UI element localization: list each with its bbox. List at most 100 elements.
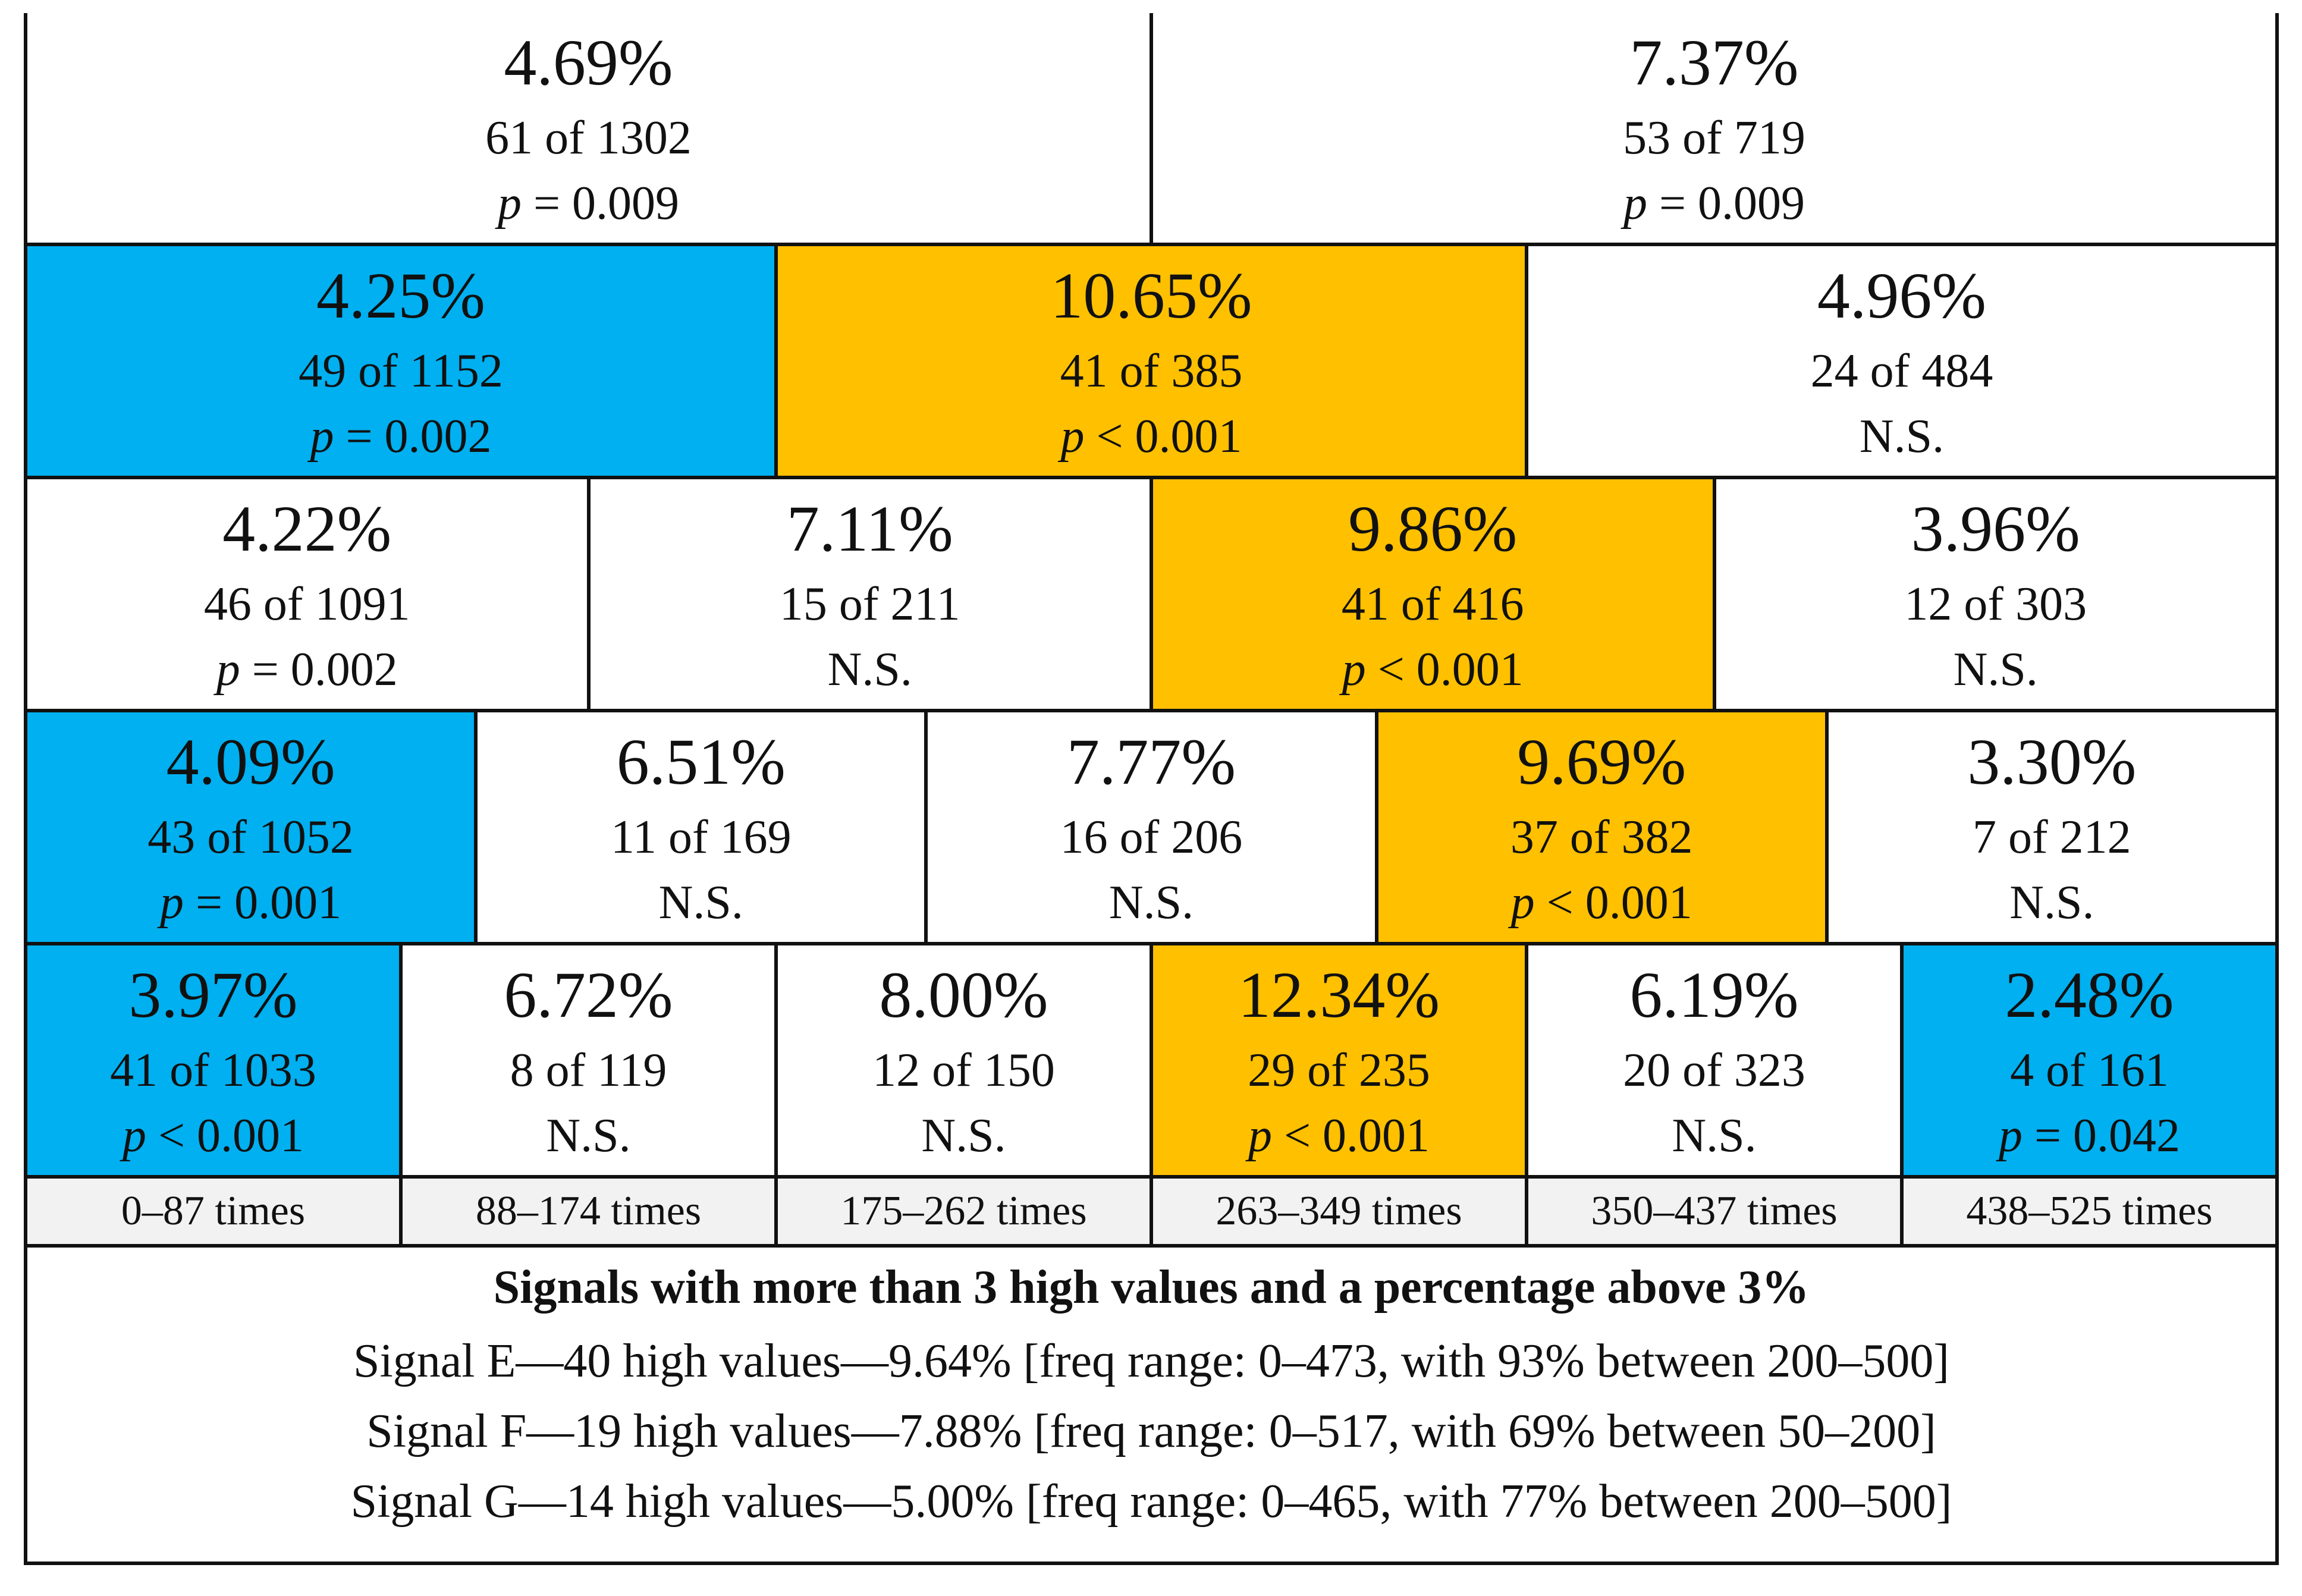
notes-title: Signals with more than 3 high values and…	[493, 1261, 1810, 1314]
cell-count: 43 of 1052	[147, 811, 354, 863]
cell-significance: p < 0.001	[123, 1112, 304, 1160]
cell-count: 12 of 150	[872, 1044, 1055, 1097]
cell-significance: p = 0.001	[160, 879, 341, 926]
grid-cell: 4.25% 49 of 1152 p = 0.002	[27, 246, 778, 476]
cell-count: 12 of 303	[1904, 578, 2087, 630]
cell-percentage: 7.11%	[786, 492, 953, 565]
cell-count: 53 of 719	[1623, 112, 1805, 164]
grid-row: 4.69% 61 of 1302 p = 0.009 7.37% 53 of 719 p …	[24, 13, 2279, 243]
note-line: Signal F—19 high values—7.88% [freq rang…	[366, 1405, 1936, 1457]
p-value: N.S.	[546, 1110, 631, 1162]
note-line: Signal E—40 high values—9.64% [freq rang…	[353, 1335, 1949, 1387]
p-value: < 0.001	[1365, 643, 1524, 696]
cell-percentage: 4.25%	[316, 259, 486, 332]
cell-percentage: 4.96%	[1817, 259, 1987, 332]
cell-percentage: 9.69%	[1517, 725, 1687, 798]
cell-significance: N.S.	[1109, 879, 1194, 926]
p-value: = 0.001	[184, 876, 342, 929]
grid-cell: 7.11% 15 of 211 N.S.	[590, 479, 1153, 709]
cell-significance: p = 0.042	[1999, 1112, 2180, 1160]
cell-percentage: 6.72%	[504, 959, 673, 1031]
grid-cell: 2.48% 4 of 161 p = 0.042	[1904, 945, 2279, 1175]
frequency-band-label: 350–437 times	[1528, 1179, 1904, 1244]
cell-percentage: 10.65%	[1050, 259, 1252, 332]
cell-significance: p = 0.009	[498, 180, 679, 227]
p-label: p	[1510, 876, 1535, 929]
cell-significance: p = 0.002	[310, 413, 491, 460]
cell-percentage: 7.77%	[1066, 725, 1236, 798]
frequency-band-label: 88–174 times	[403, 1179, 778, 1244]
grid-cell: 10.65% 41 of 385 p < 0.001	[778, 246, 1528, 476]
frequency-band-label: 0–87 times	[27, 1179, 403, 1244]
cell-percentage: 12.34%	[1238, 959, 1440, 1031]
p-value: < 0.001	[146, 1110, 304, 1162]
grid-cell: 6.19% 20 of 323 N.S.	[1528, 945, 1904, 1175]
cell-significance: p < 0.001	[1060, 413, 1242, 460]
cell-count: 61 of 1302	[485, 112, 692, 164]
p-label: p	[1623, 177, 1647, 230]
cell-significance: N.S.	[659, 879, 743, 926]
cell-significance: N.S.	[2009, 879, 2094, 926]
p-label: p	[1248, 1110, 1272, 1162]
cell-percentage: 3.97%	[128, 959, 298, 1031]
cell-count: 15 of 211	[779, 578, 960, 630]
grid-cell: 7.37% 53 of 719 p = 0.009	[1153, 13, 2279, 243]
cell-percentage: 7.37%	[1629, 26, 1799, 99]
cell-count: 37 of 382	[1510, 811, 1693, 863]
p-value: = 0.009	[521, 177, 680, 230]
p-label: p	[497, 177, 522, 230]
cell-percentage: 3.30%	[1967, 725, 2137, 798]
frequency-band-grid: 4.69% 61 of 1302 p = 0.009 7.37% 53 of 719 p …	[24, 13, 2279, 1565]
p-value: N.S.	[2009, 876, 2094, 929]
frequency-band-label: 263–349 times	[1153, 1179, 1528, 1244]
cell-count: 41 of 416	[1341, 578, 1524, 630]
cell-significance: N.S.	[546, 1112, 630, 1160]
grid-cell: 4.69% 61 of 1302 p = 0.009	[27, 13, 1153, 243]
p-label: p	[1060, 410, 1085, 463]
p-value: N.S.	[827, 643, 912, 696]
cell-percentage: 6.51%	[616, 725, 786, 798]
grid-row: 4.09% 43 of 1052 p = 0.001 6.51% 11 of 169 N.…	[24, 709, 2279, 942]
cell-significance: N.S.	[921, 1112, 1006, 1160]
p-value: N.S.	[1108, 876, 1194, 929]
cell-count: 7 of 212	[1973, 811, 2131, 863]
grid-cell: 6.51% 11 of 169 N.S.	[478, 712, 928, 942]
cell-percentage: 4.69%	[504, 26, 673, 99]
grid-cell: 9.69% 37 of 382 p < 0.001	[1378, 712, 1829, 942]
cell-significance: N.S.	[1860, 413, 1944, 460]
cell-count: 29 of 235	[1248, 1044, 1430, 1097]
p-label: p	[216, 643, 240, 696]
p-value: N.S.	[1859, 410, 1945, 463]
p-label: p	[160, 876, 184, 929]
frequency-band-label: 438–525 times	[1904, 1179, 2279, 1244]
grid-cell: 3.30% 7 of 212 N.S.	[1828, 712, 2279, 942]
cell-count: 4 of 161	[2010, 1044, 2169, 1097]
p-value: = 0.009	[1647, 177, 1805, 230]
cell-percentage: 6.19%	[1629, 959, 1799, 1031]
grid-cell: 3.97% 41 of 1033 p < 0.001	[27, 945, 403, 1175]
cell-significance: p = 0.002	[216, 646, 398, 693]
grid-cell: 7.77% 16 of 206 N.S.	[928, 712, 1378, 942]
cell-percentage: 8.00%	[879, 959, 1048, 1031]
grid-cell: 4.96% 24 of 484 N.S.	[1528, 246, 2279, 476]
grid-cell: 4.22% 46 of 1091 p = 0.002	[27, 479, 591, 709]
p-value: = 0.002	[240, 643, 398, 696]
cell-percentage: 9.86%	[1348, 492, 1518, 565]
p-label: p	[1342, 643, 1366, 696]
p-value: < 0.001	[1534, 876, 1692, 929]
p-value: < 0.001	[1084, 410, 1242, 463]
cell-significance: N.S.	[1954, 646, 2038, 693]
cell-percentage: 4.09%	[166, 725, 335, 798]
cell-count: 20 of 323	[1623, 1044, 1805, 1097]
grid-cell: 12.34% 29 of 235 p < 0.001	[1153, 945, 1528, 1175]
p-value: < 0.001	[1271, 1110, 1430, 1162]
p-label: p	[122, 1110, 146, 1162]
cell-significance: p < 0.001	[1248, 1112, 1430, 1160]
frequency-band-row: 0–87 times 88–174 times 175–262 times 263–3…	[24, 1175, 2279, 1244]
cell-count: 41 of 385	[1060, 345, 1243, 397]
p-value: N.S.	[1672, 1110, 1757, 1162]
grid-cell: 8.00% 12 of 150 N.S.	[778, 945, 1153, 1175]
grid-cell: 6.72% 8 of 119 N.S.	[403, 945, 778, 1175]
p-value: = 0.002	[334, 410, 492, 463]
grid-row: 4.22% 46 of 1091 p = 0.002 7.11% 15 of 211 N.…	[24, 476, 2279, 709]
